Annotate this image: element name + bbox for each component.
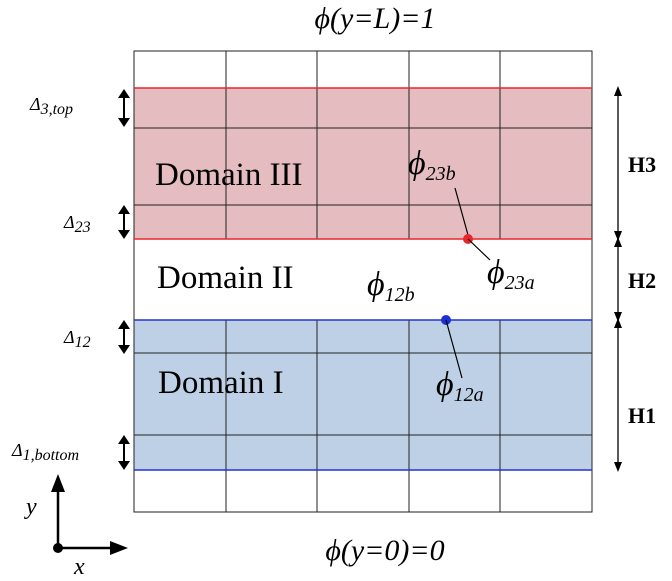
h3-label: H3 bbox=[628, 152, 656, 177]
phi-23a-label: ϕ23a bbox=[487, 254, 535, 294]
bottom-boundary-condition: ϕ(y=0)=0 bbox=[325, 534, 444, 567]
domain-ii-label: Domain II bbox=[157, 260, 294, 296]
delta-1-bottom-label: Δ1,bottom bbox=[11, 440, 79, 464]
phi-23b-leader bbox=[454, 187, 469, 236]
top-boundary-condition: ϕ(y=L)=1 bbox=[315, 2, 436, 35]
phi-12b-label: ϕ12b bbox=[367, 266, 415, 306]
phi-23a-leader bbox=[467, 238, 491, 261]
phi-12a-label: ϕ12a bbox=[436, 366, 484, 406]
height-arrows bbox=[614, 86, 622, 472]
x-axis-label: x bbox=[73, 554, 85, 580]
domain-iii-region bbox=[134, 88, 592, 239]
delta-12-label: Δ12 bbox=[63, 327, 91, 351]
domain-ii-region bbox=[134, 239, 592, 320]
delta-3-top-label: Δ3,top bbox=[29, 94, 73, 118]
delta-arrows bbox=[118, 89, 130, 470]
delta-23-label: Δ23 bbox=[63, 212, 91, 236]
phi-23b-label: ϕ23b bbox=[408, 145, 456, 185]
domain-i-region bbox=[134, 320, 592, 470]
coordinate-axes bbox=[51, 474, 128, 555]
domain-iii-label: Domain III bbox=[155, 157, 303, 193]
h1-label: H1 bbox=[628, 403, 656, 428]
h2-label: H2 bbox=[628, 268, 656, 293]
phi-12a-leader bbox=[445, 319, 463, 379]
domain-i-label: Domain I bbox=[158, 365, 284, 401]
y-axis-label: y bbox=[24, 494, 37, 520]
